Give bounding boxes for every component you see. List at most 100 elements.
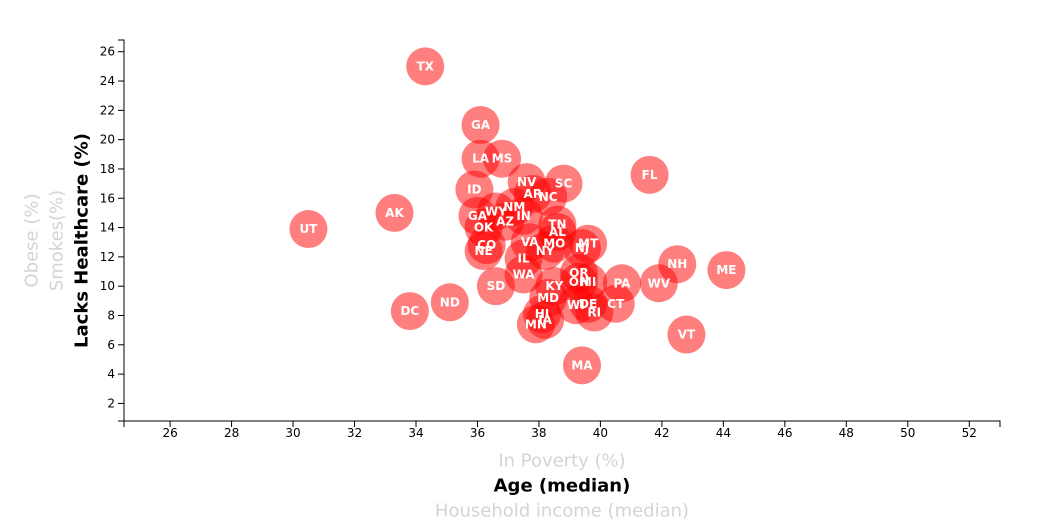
x-axis: 26 28 30 32 34 36 38 40 42 44 46 48 50 52 [123, 420, 1001, 440]
data-label-wi: WI [567, 298, 585, 312]
data-label-me: ME [716, 263, 736, 277]
y-title-healthcare[interactable]: Lacks Healthcare (%) [72, 133, 93, 348]
data-point-tx[interactable] [406, 47, 445, 86]
y-tick-label: 4 [107, 367, 115, 381]
data-point-ri[interactable] [575, 293, 614, 332]
data-point-me[interactable] [707, 251, 746, 290]
data-label-pa: PA [613, 276, 631, 290]
data-label-ga: GA [468, 209, 488, 223]
x-tick-label: 48 [839, 426, 854, 440]
data-point-ma[interactable] [562, 346, 601, 385]
data-points [289, 47, 746, 385]
y-tick-label: 20 [100, 133, 115, 147]
data-label-wa: WA [513, 267, 536, 281]
x-tick-label: 36 [470, 426, 485, 440]
data-label-ia: IA [538, 313, 552, 327]
y-tick-label: 18 [100, 162, 115, 176]
y-tick-label: 24 [100, 74, 115, 88]
data-label-ky: KY [545, 279, 563, 293]
y-tick-label: 22 [100, 103, 115, 117]
data-label-sc: SC [555, 177, 573, 191]
data-label-il: IL [518, 251, 530, 265]
data-label-ga: GA [471, 118, 491, 132]
y-title-obese[interactable]: Obese (%) [22, 194, 43, 288]
y-tick-label: 6 [107, 338, 115, 352]
x-title-age[interactable]: Age (median) [494, 476, 631, 497]
x-tick-label: 46 [777, 426, 792, 440]
data-label-ak: AK [385, 206, 404, 220]
data-point-fl[interactable] [630, 155, 669, 194]
data-label-fl: FL [642, 168, 658, 182]
y-tick-label: 14 [100, 221, 115, 235]
data-label-mi: MI [580, 275, 596, 289]
data-label-al: AL [549, 225, 566, 239]
x-tick-label: 44 [716, 426, 731, 440]
data-point-ak[interactable] [375, 193, 414, 232]
y-tick-label: 16 [100, 191, 115, 205]
data-point-mn[interactable] [516, 305, 555, 344]
x-tick-label: 32 [347, 426, 362, 440]
data-label-az: AZ [496, 215, 514, 229]
data-label-wy: WY [485, 204, 507, 218]
data-label-nm: NM [503, 200, 525, 214]
x-title-income[interactable]: Household income (median) [435, 501, 689, 522]
data-label-ct: CT [607, 297, 625, 311]
y-tick-label: 12 [100, 250, 115, 264]
x-tick-label: 34 [408, 426, 423, 440]
data-label-ne: NE [474, 244, 492, 258]
data-label-tx: TX [417, 59, 435, 73]
data-label-or: OR [569, 266, 588, 280]
x-axis-line [123, 420, 1001, 427]
data-label-ma: MA [571, 358, 593, 372]
data-label-nj: NJ [575, 241, 590, 255]
x-title-poverty[interactable]: In Poverty (%) [498, 451, 625, 472]
data-point-ga[interactable] [461, 105, 500, 144]
y-axis-line [118, 39, 125, 422]
data-label-in: IN [516, 209, 531, 223]
data-point-sd[interactable] [476, 267, 515, 306]
data-label-la: LA [472, 152, 490, 166]
data-label-mt: MT [578, 237, 599, 251]
data-label-dc: DC [400, 304, 419, 318]
data-label-ny: NY [536, 244, 555, 258]
data-point-nd[interactable] [430, 283, 469, 322]
y-axis-titles[interactable]: Lacks Healthcare (%)Smokes(%)Obese (%) [22, 133, 93, 348]
data-label-co: CO [477, 238, 496, 252]
data-label-ut: UT [299, 222, 318, 236]
data-label-nv: NV [517, 175, 537, 189]
x-axis-titles[interactable]: In Poverty (%) Age (median) Household inco… [435, 451, 689, 522]
x-tick-label: 28 [224, 426, 239, 440]
data-label-md: MD [537, 291, 559, 305]
data-point-ne[interactable] [464, 232, 503, 271]
x-tick-label: 26 [162, 426, 177, 440]
data-label-ms: MS [492, 152, 513, 166]
data-point-dc[interactable] [390, 292, 429, 331]
data-label-de: DE [579, 297, 597, 311]
data-point-ut[interactable] [289, 210, 328, 249]
data-point-vt[interactable] [667, 315, 706, 354]
data-point-la[interactable] [461, 139, 500, 178]
data-label-ok: OK [474, 221, 494, 235]
y-title-smokes[interactable]: Smokes(%) [47, 190, 68, 291]
x-tick-label: 42 [654, 426, 669, 440]
x-tick-label: 40 [593, 426, 608, 440]
y-tick-label: 26 [100, 45, 115, 59]
data-point-wv[interactable] [639, 264, 678, 303]
data-label-tn: TN [548, 218, 566, 232]
data-label-mo: MO [543, 237, 565, 251]
data-label-hi: HI [535, 307, 550, 321]
data-label-id: ID [467, 182, 481, 196]
y-tick-label: 2 [107, 396, 115, 410]
data-label-nc: NC [539, 190, 558, 204]
x-tick-label: 30 [285, 426, 300, 440]
y-tick-label: 8 [107, 308, 115, 322]
y-tick-label: 10 [100, 279, 115, 293]
data-label-ri: RI [587, 306, 601, 320]
x-tick-label: 52 [962, 426, 977, 440]
data-label-nd: ND [440, 295, 460, 309]
data-label-ar: AR [524, 187, 543, 201]
data-label-vt: VT [678, 328, 696, 342]
